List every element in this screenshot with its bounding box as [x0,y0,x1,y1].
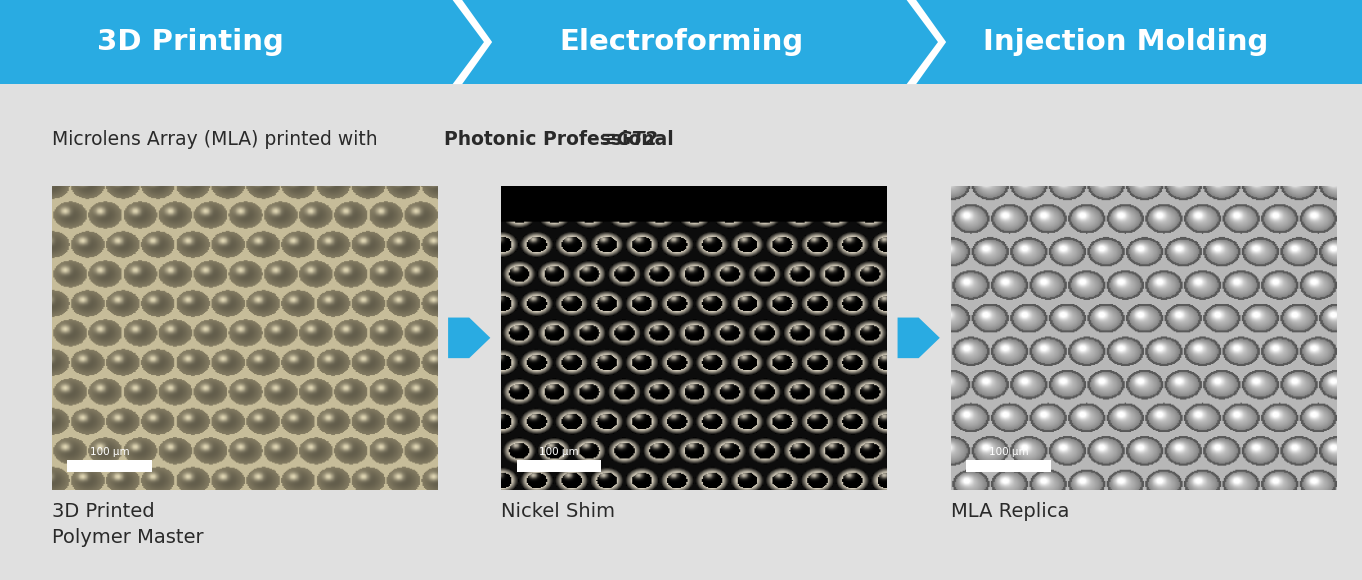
Polygon shape [448,318,490,358]
Text: 100 μm: 100 μm [90,447,129,456]
Polygon shape [898,318,940,358]
Text: MLA Replica: MLA Replica [951,502,1069,521]
Polygon shape [452,0,492,84]
Text: Photonic Professional: Photonic Professional [444,130,680,148]
Bar [67,459,153,472]
Bar [0,0,1362,84]
Bar [516,459,602,472]
Text: ≡GT2: ≡GT2 [601,130,656,148]
Bar [966,459,1051,472]
Text: 3D Printing: 3D Printing [97,28,285,56]
Polygon shape [907,0,947,84]
Text: 3D Printed
Polymer Master: 3D Printed Polymer Master [52,502,203,547]
Text: 100 μm: 100 μm [989,447,1028,456]
Text: 100 μm: 100 μm [539,447,579,456]
Text: Electroforming: Electroforming [558,28,804,56]
Text: Injection Molding: Injection Molding [983,28,1268,56]
Text: Nickel Shim: Nickel Shim [501,502,616,521]
Text: Microlens Array (MLA) printed with: Microlens Array (MLA) printed with [52,130,390,148]
